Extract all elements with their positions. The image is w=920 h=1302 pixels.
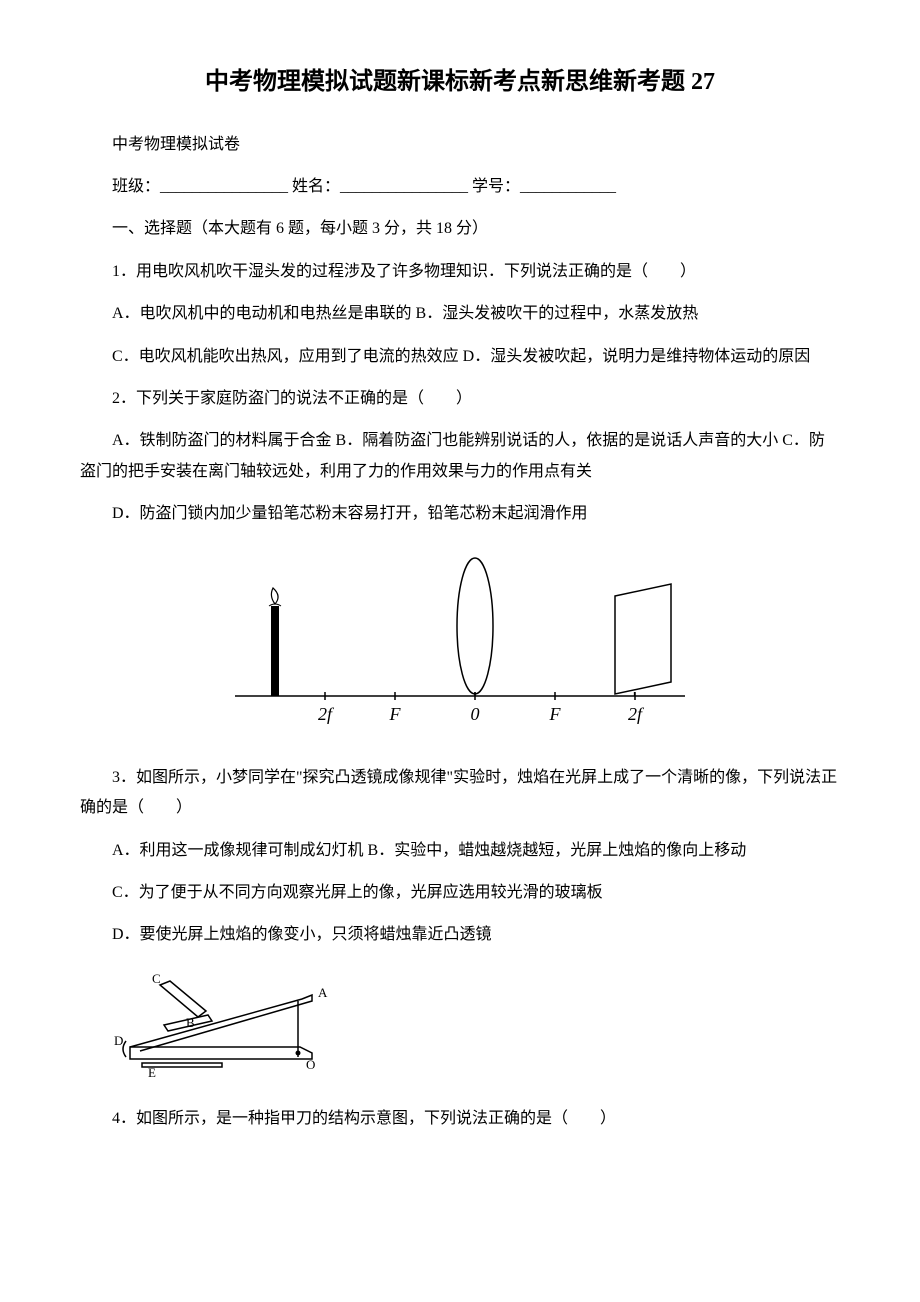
svg-text:O: O [306,1057,315,1072]
q3-opt-d: D．要使光屏上烛焰的像变小，只须将蜡烛靠近凸透镜 [80,920,840,950]
svg-text:2f: 2f [628,704,645,724]
q1-opt-ab: A．电吹风机中的电动机和电热丝是串联的 B．湿头发被吹干的过程中，水蒸发放热 [80,299,840,329]
svg-text:B: B [186,1015,195,1030]
svg-text:F: F [549,704,562,724]
q3-opt-ab: A．利用这一成像规律可制成幻灯机 B．实验中，蜡烛越烧越短，光屏上烛焰的像向上移… [80,836,840,866]
lens-diagram: 2f F 0 F 2f [215,546,705,736]
q4-stem: 4．如图所示，是一种指甲刀的结构示意图，下列说法正确的是（ ） [80,1104,840,1134]
clipper-figure: A B C D E O [112,967,840,1088]
svg-text:E: E [148,1065,156,1077]
q1-opt-cd: C．电吹风机能吹出热风，应用到了电流的热效应 D．湿头发被吹起，说明力是维持物体… [80,342,840,372]
q1-stem: 1．用电吹风机吹干湿头发的过程涉及了许多物理知识．下列说法正确的是（ ） [80,257,840,287]
q2-opt-abc: A．铁制防盗门的材料属于合金 B．隔着防盗门也能辨别说话的人，依据的是说话人声音… [80,426,840,487]
id-blank: 学号：____________ [472,178,616,195]
clipper-diagram: A B C D E O [112,967,342,1077]
section-1-heading: 一、选择题（本大题有 6 题，每小题 3 分，共 18 分） [80,214,840,244]
svg-text:F: F [389,704,402,724]
page-title: 中考物理模拟试题新课标新考点新思维新考题 27 [80,60,840,106]
svg-text:C: C [152,971,161,986]
q2-stem: 2．下列关于家庭防盗门的说法不正确的是（ ） [80,384,840,414]
subtitle: 中考物理模拟试卷 [80,130,840,160]
svg-text:D: D [114,1033,123,1048]
svg-text:0: 0 [471,704,480,724]
q3-stem: 3．如图所示，小梦同学在"探究凸透镜成像规律"实验时，烛焰在光屏上成了一个清晰的… [80,763,840,824]
lens-figure: 2f F 0 F 2f [80,546,840,747]
q3-opt-c: C．为了便于从不同方向观察光屏上的像，光屏应选用较光滑的玻璃板 [80,878,840,908]
svg-text:A: A [318,985,328,1000]
blanks-row: 班级：________________ 姓名：________________ … [80,172,840,202]
svg-text:2f: 2f [318,704,335,724]
class-blank: 班级：________________ [112,178,288,195]
name-blank: 姓名：________________ [292,178,468,195]
q2-opt-d: D．防盗门锁内加少量铅笔芯粉末容易打开，铅笔芯粉末起润滑作用 [80,499,840,529]
